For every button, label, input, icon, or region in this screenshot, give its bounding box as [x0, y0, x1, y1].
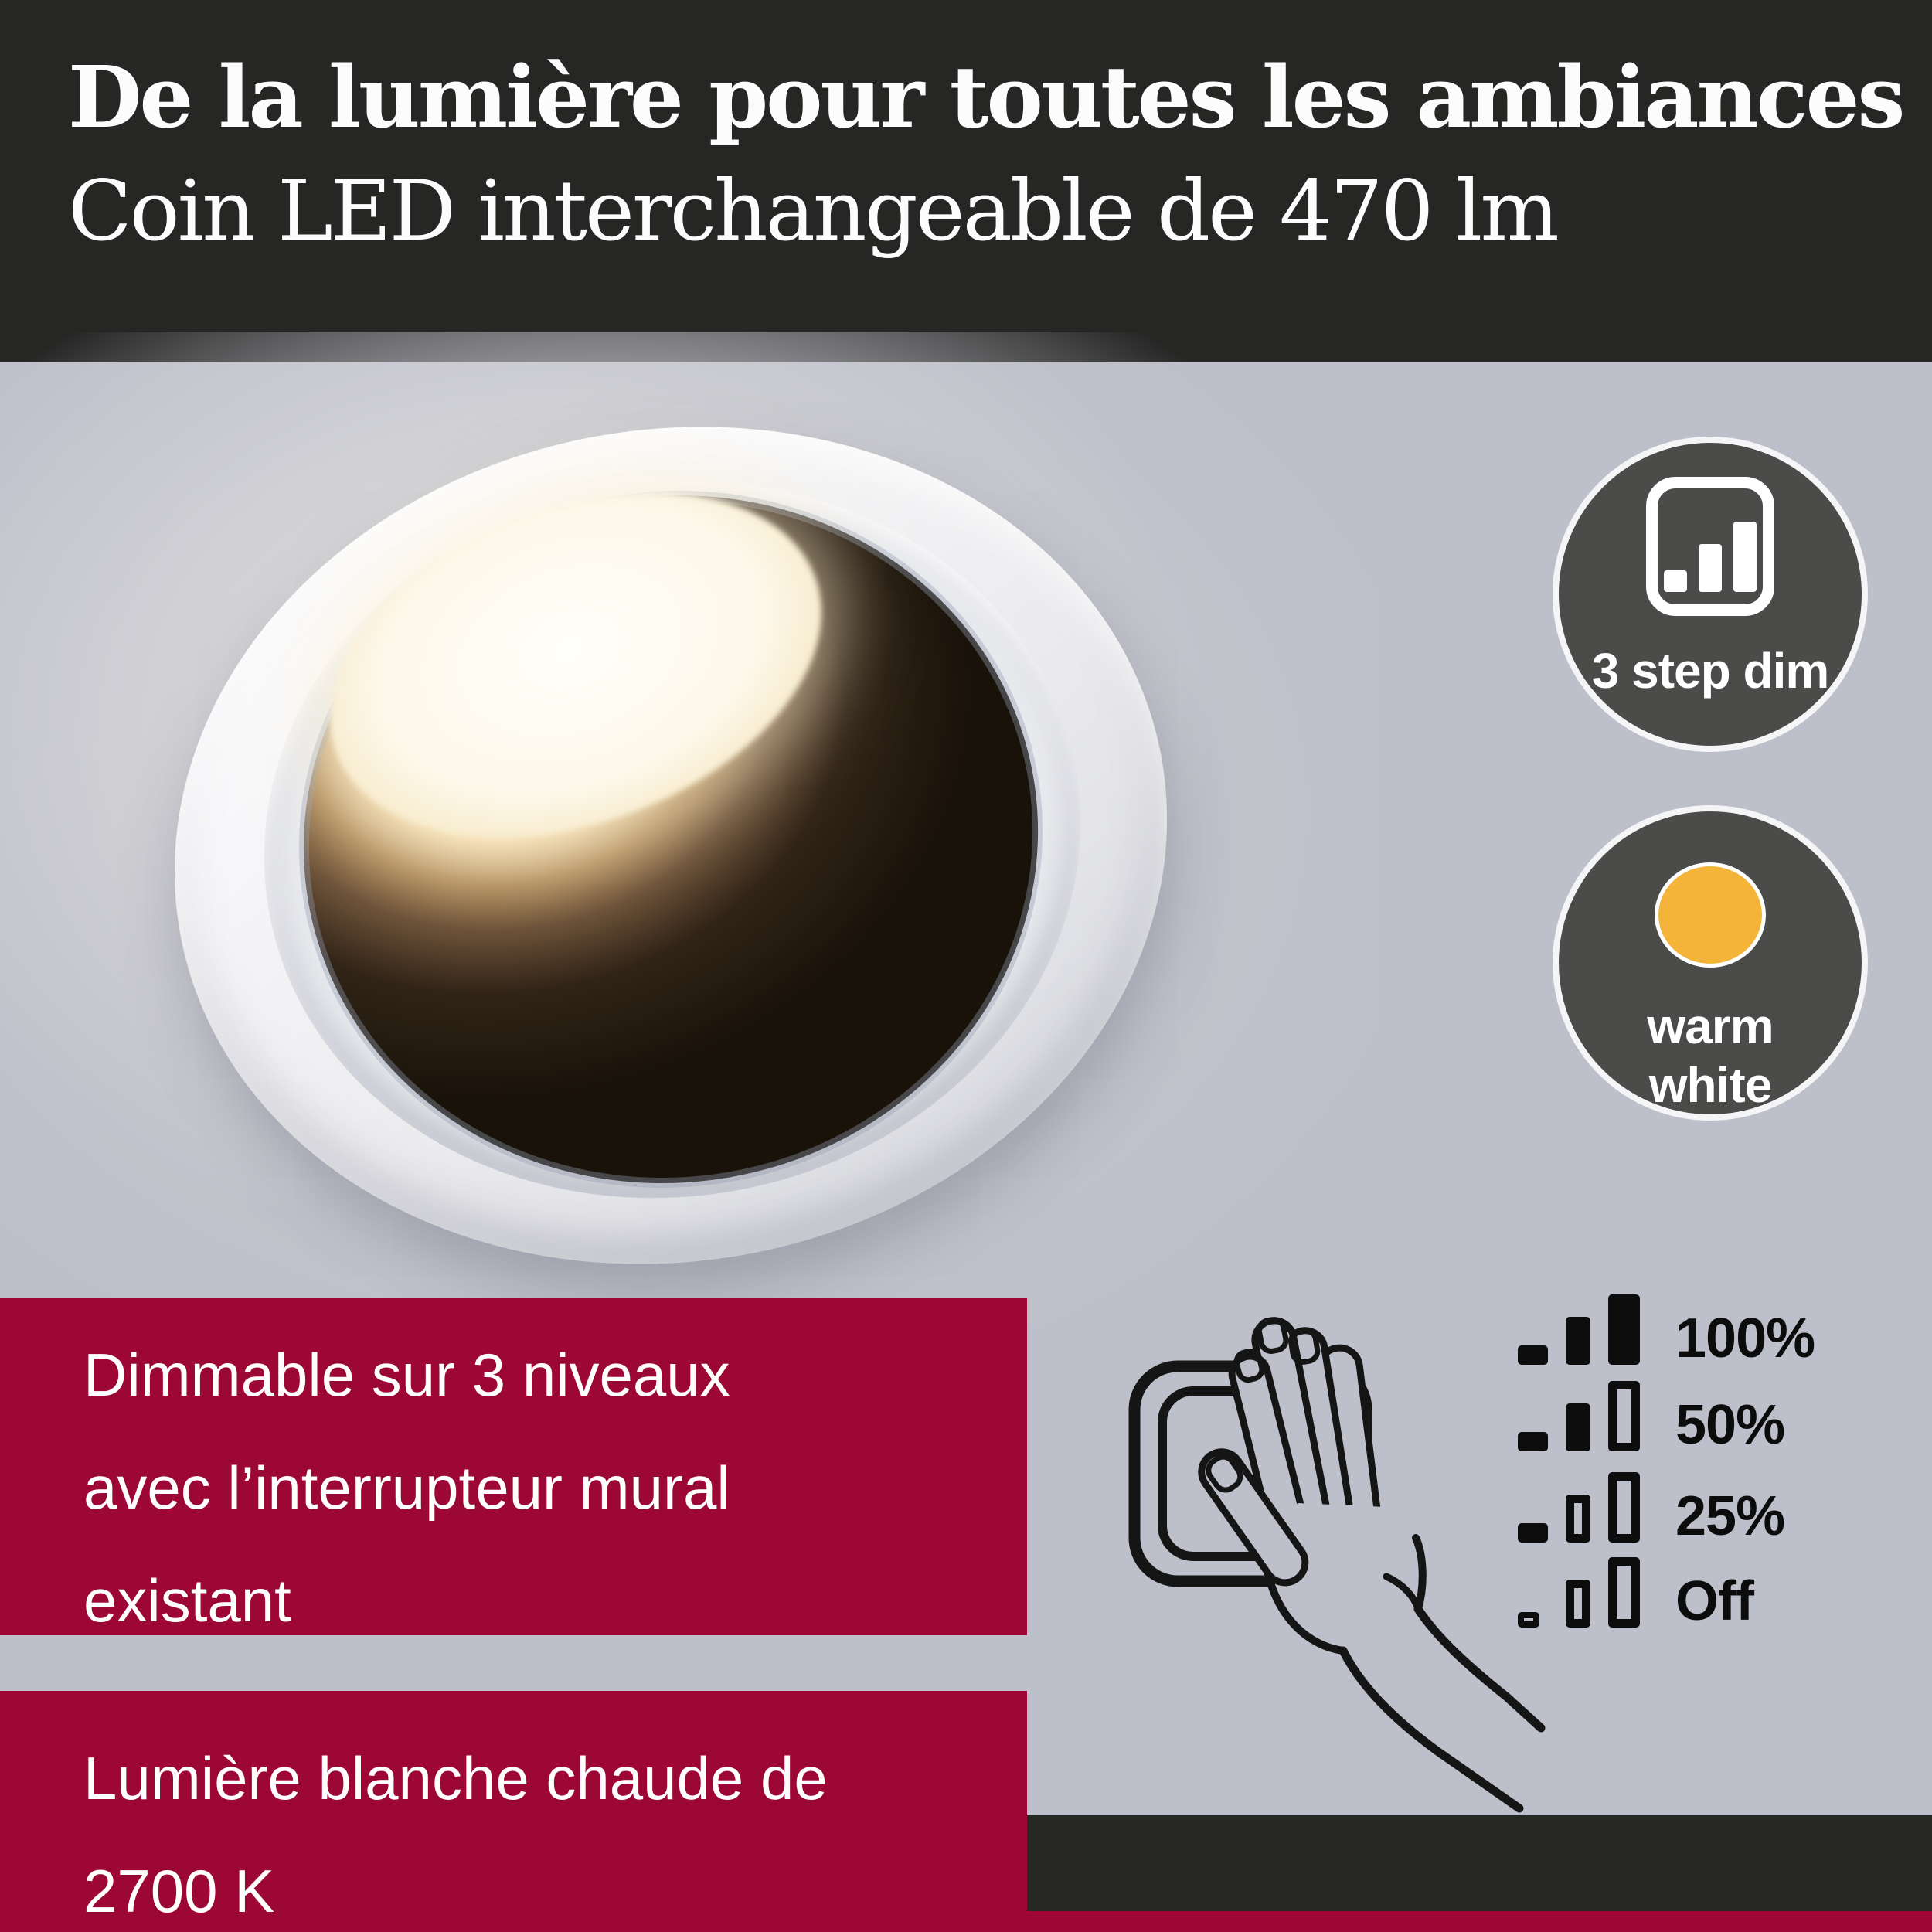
badge-3-step-dim-label: 3 step dim — [1591, 643, 1830, 699]
dim-bar-s-filled — [1518, 1345, 1548, 1365]
icon-bar-small — [1664, 570, 1687, 592]
hand-press-switch-icon — [1066, 1275, 1577, 1816]
badge-warm-white-label: warm white — [1647, 998, 1774, 1113]
dim-levels-legend: 100% 50% 25% Off — [1518, 1294, 1932, 1634]
feature-box-warm-light: Lumière blanche chaude de 2700 K — [0, 1691, 1027, 1932]
bar-levels-icon — [1646, 477, 1774, 616]
dim-bars-25-icon — [1518, 1472, 1640, 1543]
dim-level-row-50: 50% — [1518, 1381, 1785, 1453]
dim-bars-off-icon — [1518, 1557, 1640, 1628]
dim-bar-l-outline — [1608, 1557, 1640, 1628]
dim-bars-100-icon — [1518, 1294, 1640, 1365]
page-subtitle: Coin LED interchangeable de 470 lm — [68, 163, 1560, 260]
dim-bar-m-outline — [1566, 1580, 1590, 1628]
badge-3-step-dim: 3 step dim — [1553, 437, 1868, 752]
dim-level-row-25: 25% — [1518, 1472, 1785, 1544]
dim-bars-50-icon — [1518, 1381, 1640, 1451]
dim-bar-l-outline — [1608, 1381, 1640, 1451]
icon-bar-large — [1733, 522, 1757, 592]
page-title: De la lumière pour toutes les ambiances — [68, 47, 1905, 147]
dim-level-row-100: 100% — [1518, 1294, 1815, 1366]
header-band: De la lumière pour toutes les ambiances … — [0, 0, 1932, 362]
dim-bar-m-filled — [1566, 1317, 1590, 1365]
dim-bar-m-outline — [1566, 1495, 1590, 1543]
dim-bar-s-filled — [1518, 1432, 1548, 1451]
badge-warm-white: warm white — [1553, 805, 1868, 1121]
warm-dot-icon — [1655, 862, 1766, 968]
bottom-red-strip — [1027, 1911, 1932, 1932]
dim-bar-m-filled — [1566, 1403, 1590, 1451]
icon-bar-medium — [1699, 544, 1722, 592]
bottom-dark-band — [1027, 1815, 1932, 1911]
dim-bar-xs-outline — [1518, 1612, 1539, 1628]
feature-box-dimmable: Dimmable sur 3 niveaux avec l’interrupte… — [0, 1298, 1027, 1635]
dim-level-row-off: Off — [1518, 1557, 1754, 1629]
dim-bar-s-filled — [1518, 1523, 1548, 1543]
dim-bar-l-outline — [1608, 1472, 1640, 1543]
dim-bar-l-filled — [1608, 1294, 1640, 1365]
